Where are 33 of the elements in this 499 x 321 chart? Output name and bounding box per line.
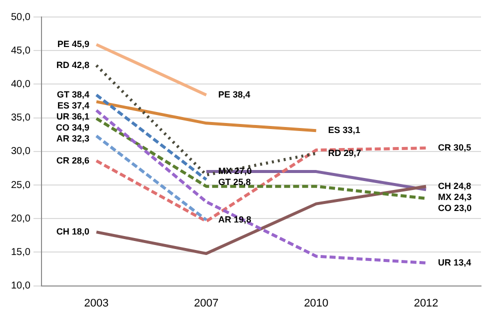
annotation: PE 45,9 [57,39,90,50]
annotation: CR 30,5 [438,142,472,153]
line-series [94,108,428,264]
annotation: CR 28,6 [56,155,90,166]
annotation: RD 42,8 [56,60,90,70]
annotation: UR 13,4 [438,257,472,268]
annotation: ES 33,1 [328,125,360,136]
y-tick-label: 15,0 [10,246,31,258]
annotation: GT 25,8 [218,177,251,188]
annotation: PE 38,4 [218,89,250,100]
annotation: CO 34,9 [56,122,90,132]
annotation: GT 38,4 [56,89,90,100]
annotation: CH 24,8 [438,180,472,191]
annotation: AR 32,3 [56,133,90,144]
x-tick-label: 2010 [304,297,328,310]
annotation: UR 36,1 [56,111,90,122]
y-tick-label: 45,0 [10,45,31,56]
y-tick-label: 20,0 [10,213,31,224]
x-tick-label: 2012 [414,297,438,310]
line-series [94,146,428,223]
y-tick-label: 40,0 [10,78,31,90]
annotation: RD 29,7 [328,148,362,158]
annotation: ES 37,4 [57,100,90,110]
y-tick-label: 35,0 [10,112,31,124]
y-tick-label: 25,0 [10,180,31,191]
y-tick-label: 50,0 [10,12,31,23]
y-tick-label: 10,0 [10,280,31,292]
y-tick-label: 30,0 [10,146,31,158]
annotation: CH 18,0 [56,226,90,237]
annotation: CO 23,0 [438,202,472,213]
x-tick-label: 2007 [194,297,219,310]
annotation: MX 24,3 [438,192,472,202]
x-tick-label: 2003 [84,297,109,310]
